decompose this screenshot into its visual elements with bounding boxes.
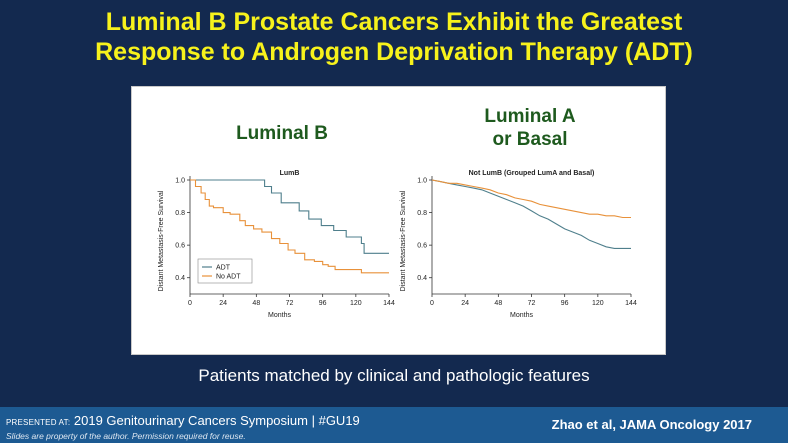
x-tick-label: 72 [528,300,536,307]
x-tick-label: 48 [494,300,502,307]
or-basal-label-line: or Basal [492,129,568,150]
series-line-no-adt [431,179,631,219]
x-tick-label: 0 [188,300,192,307]
y-tick-label: 0.8 [417,210,427,217]
x-tick-label: 120 [592,300,604,307]
luminal-a-label-line: Luminal A [484,106,576,127]
x-tick-label: 24 [219,300,227,307]
x-tick-label: 96 [319,300,327,307]
x-tick-label: 120 [350,300,362,307]
plot-title: Not LumB (Grouped LumA and Basal) [469,170,595,177]
disclaimer: Slides are property of the author. Permi… [6,431,246,441]
y-tick-label: 1.0 [417,178,427,185]
y-tick-label: 0.8 [175,210,185,217]
x-tick-label: 96 [561,300,569,307]
y-tick-label: 0.6 [417,243,427,250]
x-tick-label: 144 [625,300,637,307]
luminal-b-label: Luminal B [236,123,328,144]
figure-panel: Luminal B Luminal A or Basal LumB 0 24 48 72… [131,86,666,355]
km-chart-lumb: LumB 0 24 48 72 96 120 144 0.4 0.6 0.8 1.0 Months Dis… [158,170,637,319]
legend-label: No ADT [216,274,241,281]
series-line-adt [431,179,631,249]
y-tick-label: 0.4 [417,275,427,282]
x-tick-label: 144 [383,300,395,307]
footer-bar: PRESENTED AT: 2019 Genitourinary Cancers… [0,407,788,443]
meeting-name: 2019 Genitourinary Cancers Symposium | #… [73,413,360,428]
x-axis-label: Months [510,312,533,319]
km-plot-lumb: LumB 0 24 48 72 96 120 144 0.4 0.6 0.8 1.0 Months Dis… [158,170,395,319]
title-line-1: Luminal B Prostate Cancers Exhibit the G… [105,8,683,36]
y-tick-label: 0.4 [175,275,185,282]
legend-box [197,258,253,284]
plot-title: LumB [280,170,300,177]
km-plot-not-lumb: Not LumB (Grouped LumA and Basal) 0 24 48 72… [400,170,637,319]
luminal-a-basal-label: Luminal A or Basal [430,105,630,151]
x-tick-label: 48 [252,300,260,307]
citation: Zhao et al, JAMA Oncology 2017 [551,417,752,432]
x-tick-label: 24 [461,300,469,307]
slide-title: Luminal B Prostate Cancers Exhibit the G… [0,7,788,67]
x-axis-label: Months [268,312,291,319]
title-line-2: Response to Androgen Deprivation Therapy… [95,38,693,66]
slide-subtitle: Patients matched by clinical and patholo… [198,366,590,385]
y-axis-label: Distant Metastasis-Free Survival [400,190,407,291]
presented-at-label: PRESENTED AT: [6,418,71,427]
legend-label: ADT [216,265,231,272]
x-tick-label: 72 [286,300,294,307]
y-tick-label: 1.0 [175,178,185,185]
x-tick-label: 0 [430,300,434,307]
series-line-adt [190,179,389,254]
y-axis-label: Distant Metastasis-Free Survival [158,190,165,291]
presented-at: PRESENTED AT: 2019 Genitourinary Cancers… [6,413,360,428]
y-tick-label: 0.6 [175,243,185,250]
series-line-no-adt [190,179,389,274]
